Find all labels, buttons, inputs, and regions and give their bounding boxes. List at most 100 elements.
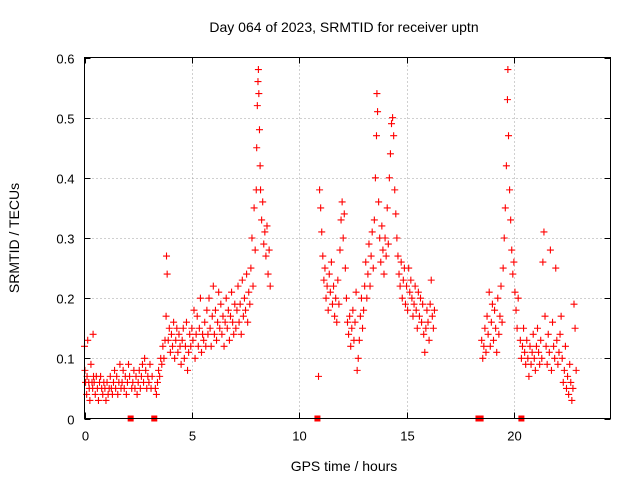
data-point	[237, 330, 245, 338]
data-point	[254, 66, 262, 74]
data-point	[97, 372, 105, 380]
data-point	[87, 360, 95, 368]
data-point	[322, 294, 330, 302]
data-point	[521, 348, 529, 356]
data-point	[116, 360, 124, 368]
data-point	[170, 318, 178, 326]
data-point	[396, 282, 404, 290]
data-point	[204, 330, 212, 338]
data-point	[338, 198, 346, 206]
data-point	[401, 300, 409, 308]
data-point	[407, 276, 415, 284]
data-point	[344, 318, 351, 326]
data-point	[378, 222, 386, 230]
data-point	[385, 174, 393, 182]
data-point	[171, 354, 179, 362]
data-point	[531, 366, 539, 374]
data-point	[210, 330, 218, 338]
data-point	[258, 216, 266, 224]
data-point	[250, 204, 258, 212]
y-tick-label: 0.4	[56, 172, 74, 187]
data-point	[236, 300, 244, 308]
y-tick-label: 0.2	[56, 292, 74, 307]
data-point	[518, 342, 526, 350]
data-point	[542, 342, 550, 350]
data-point	[538, 354, 546, 362]
data-point	[323, 282, 331, 290]
data-point	[239, 312, 247, 320]
data-point	[428, 312, 436, 320]
data-point	[370, 216, 378, 224]
data-point	[332, 294, 340, 302]
data-point	[418, 318, 426, 326]
data-point	[529, 330, 537, 338]
data-point	[411, 282, 419, 290]
data-point	[421, 348, 429, 356]
data-point	[506, 186, 514, 194]
data-point	[507, 216, 515, 224]
data-point	[386, 150, 394, 158]
data-point	[348, 324, 356, 332]
data-point	[262, 252, 270, 260]
data-point	[251, 246, 259, 254]
data-point	[345, 330, 353, 338]
data-point	[175, 330, 183, 338]
data-point	[388, 120, 396, 128]
data-point	[541, 312, 549, 320]
data-point	[86, 396, 94, 404]
data-point	[535, 348, 543, 356]
data-point	[94, 396, 102, 404]
data-point	[374, 108, 382, 116]
data-point	[480, 342, 488, 350]
data-point	[242, 306, 250, 314]
data-point	[412, 306, 420, 314]
data-point	[324, 306, 332, 314]
data-point	[339, 234, 347, 242]
data-point	[191, 354, 199, 362]
data-point	[540, 228, 548, 236]
data-point	[247, 264, 255, 272]
data-point	[481, 324, 489, 332]
data-point	[419, 300, 427, 308]
data-point	[240, 294, 248, 302]
data-point	[220, 342, 228, 350]
data-point	[265, 246, 273, 254]
data-point	[223, 324, 231, 332]
data-point	[111, 366, 119, 374]
data-point	[342, 294, 350, 302]
data-point	[206, 324, 214, 332]
data-point	[512, 306, 520, 314]
data-point	[325, 270, 333, 278]
data-point	[503, 96, 511, 104]
data-point	[190, 306, 198, 314]
data-point	[393, 234, 401, 242]
data-point	[513, 324, 521, 332]
data-point	[259, 198, 267, 206]
data-point	[264, 270, 272, 278]
data-point	[554, 360, 562, 368]
data-point	[334, 276, 342, 284]
data-point	[544, 330, 552, 338]
data-point	[200, 336, 208, 344]
data-point	[260, 240, 268, 248]
data-point	[321, 264, 329, 272]
data-point	[228, 288, 236, 296]
data-point	[390, 132, 398, 140]
data-point	[189, 336, 197, 344]
data-point	[327, 258, 335, 266]
data-point	[527, 360, 535, 368]
data-point	[549, 318, 557, 326]
data-point	[505, 132, 513, 140]
data-point	[422, 324, 430, 332]
data-point	[84, 336, 92, 344]
data-point	[552, 264, 560, 272]
data-point	[164, 336, 172, 344]
data-point	[379, 246, 387, 254]
data-point	[504, 66, 512, 74]
data-point	[498, 318, 506, 326]
data-point	[406, 288, 414, 296]
data-point	[553, 336, 561, 344]
data-point	[180, 354, 188, 362]
data-point	[261, 228, 269, 236]
data-point	[508, 246, 516, 254]
